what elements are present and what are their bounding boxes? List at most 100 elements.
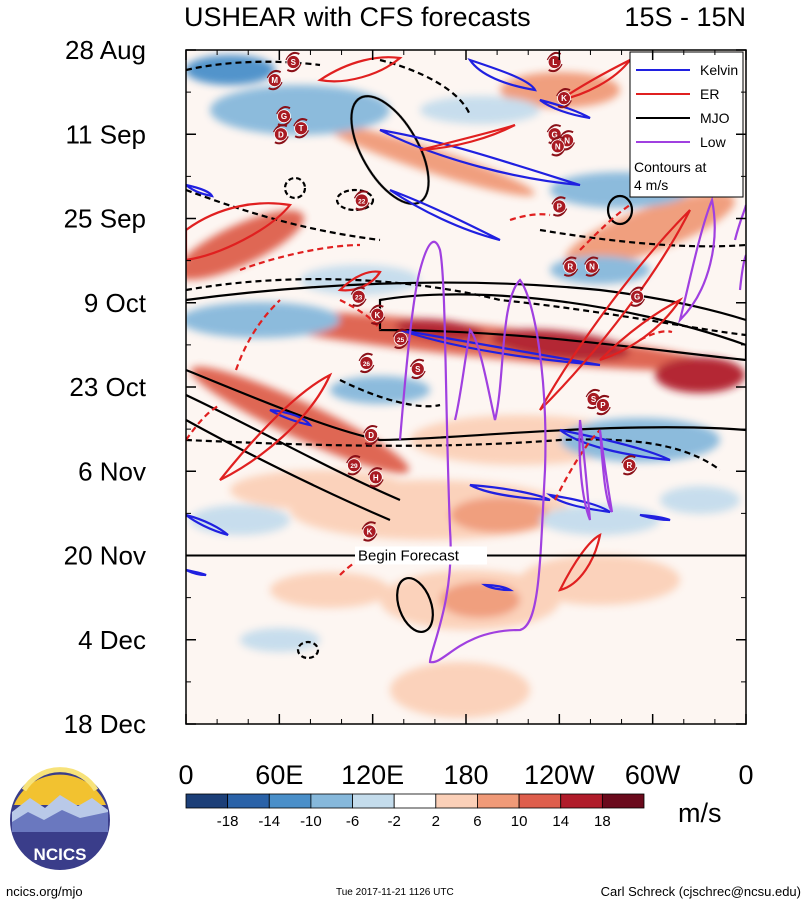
shade-blob: [440, 582, 520, 618]
y-tick-label: 23 Oct: [69, 372, 146, 402]
shade-blob: [540, 505, 660, 535]
storm-marker: R: [562, 256, 579, 277]
shade-blob: [420, 96, 540, 124]
er-contour: [317, 56, 403, 83]
storm-marker: S: [409, 358, 426, 380]
mjo-contour: [186, 60, 321, 72]
storm-label: N: [589, 263, 595, 272]
colorbar-swatch: [268, 793, 312, 809]
mjo-contour: [539, 228, 746, 248]
low-contour: [398, 240, 547, 664]
storm-marker: D: [363, 425, 380, 446]
storm-marker: 22: [353, 190, 370, 211]
timestamp: Tue 2017-11-21 1126 UTC: [336, 887, 454, 898]
colorbar-label: 10: [511, 813, 528, 830]
kelvin-contour: [379, 128, 581, 187]
storm-label: N: [555, 142, 561, 151]
hovmoller-chart: USHEAR with CFS forecasts 15S - 15N: [10, 2, 754, 870]
colorbar-swatch: [518, 793, 562, 809]
shade-blob: [190, 505, 290, 535]
colorbar-swatch: [601, 793, 645, 809]
storm-label: G: [552, 130, 558, 139]
storm-label: H: [373, 473, 379, 482]
legend-mjo-label: MJO: [700, 110, 730, 126]
mjo-contour: [296, 640, 320, 660]
colorbar-label: -6: [346, 813, 359, 830]
storm-label: P: [557, 202, 563, 211]
mjo-contour: [186, 438, 721, 471]
er-contour: [186, 404, 221, 441]
storm-marker: 29: [346, 455, 362, 476]
storm-marker: 25: [392, 328, 409, 349]
kelvin-contour: [389, 188, 501, 242]
y-tick-label: 4 Dec: [78, 625, 146, 655]
storm-label: L: [552, 58, 557, 67]
colorbar-swatch: [352, 793, 395, 809]
er-contour: [339, 299, 381, 331]
colorbar-swatch: [560, 793, 603, 809]
kelvin-contour: [639, 513, 671, 522]
mjo-contour: [378, 293, 746, 362]
legend-kelvin-label: Kelvin: [700, 62, 738, 78]
mjo-contour: [186, 188, 381, 242]
mjo-contour: [335, 188, 375, 212]
storm-marker: 23: [350, 286, 367, 307]
colorbar-swatch: [477, 793, 520, 809]
mjo-contour: [396, 577, 434, 633]
low-contour: [598, 429, 614, 513]
er-contour: [339, 556, 366, 576]
site-url[interactable]: ncics.org/mjo: [6, 884, 83, 899]
storm-marker: K: [556, 88, 572, 109]
er-contour: [539, 209, 691, 411]
legend-er-label: ER: [700, 86, 719, 102]
storm-label: 22: [358, 198, 366, 205]
colorbar-label: -10: [300, 813, 322, 830]
storm-marker: R: [621, 455, 638, 476]
mjo-contour: [186, 368, 746, 442]
author-credit: Carl Schreck (cjschrec@ncsu.edu): [600, 884, 801, 899]
colorbar-label: -18: [217, 813, 239, 830]
shade-blob: [660, 486, 740, 514]
er-contour: [219, 372, 333, 481]
colorbar-swatch: [435, 793, 478, 809]
storm-marker: K: [369, 304, 386, 325]
storm-marker: D: [272, 124, 289, 145]
storm-marker: K: [361, 521, 378, 542]
y-tick-label: 18 Dec: [64, 709, 146, 739]
er-contour: [599, 297, 684, 362]
colorbar-label: -2: [388, 813, 401, 830]
storm-label: 25: [397, 337, 405, 344]
y-tick-label: 28 Aug: [65, 35, 146, 65]
shade-blob: [330, 376, 430, 404]
storm-marker: G: [276, 106, 292, 127]
storm-marker: P: [551, 196, 568, 217]
colorbar-label: 2: [432, 813, 440, 830]
shade-blob: [450, 497, 550, 533]
shade-blob: [240, 628, 320, 652]
mjo-contour: [186, 419, 391, 522]
legend-note-line1: Contours at: [634, 159, 706, 175]
storm-label: G: [634, 293, 640, 302]
storm-label: M: [271, 76, 278, 85]
kelvin-contour: [399, 328, 601, 367]
y-axis: 28 Aug 11 Sep 25 Sep 9 Oct 23 Oct 6 Nov 20 Nov…: [64, 35, 746, 739]
kelvin-contour: [539, 98, 591, 120]
y-tick-label: 11 Sep: [66, 119, 146, 149]
mjo-contour: [186, 278, 746, 337]
y-tick-label: 9 Oct: [84, 288, 147, 318]
mjo-contour: [186, 281, 746, 322]
colorbar-swatch: [227, 793, 270, 809]
x-tick-label: 180: [443, 760, 488, 790]
kelvin-contour: [481, 583, 514, 592]
storm-label: S: [591, 395, 597, 404]
storm-marker: 26: [358, 352, 375, 374]
er-contour: [234, 299, 281, 371]
er-contour: [557, 533, 602, 592]
legend-box: [629, 51, 744, 198]
mjo-contour: [339, 379, 441, 408]
storm-label: 23: [355, 295, 363, 302]
low-contour: [578, 419, 592, 521]
storm-label: 29: [350, 463, 358, 470]
shade-blob: [270, 572, 390, 608]
chart-title: USHEAR with CFS forecasts: [184, 2, 531, 32]
